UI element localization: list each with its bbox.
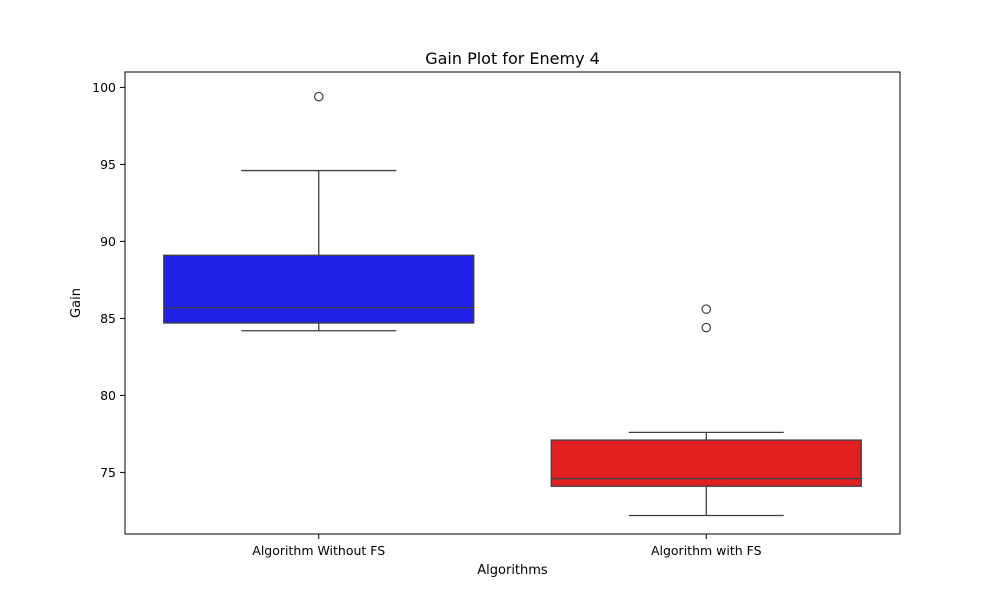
plot-frame (124, 71, 901, 535)
outlier-point (701, 304, 712, 314)
y-tick-label: 85 (100, 311, 116, 326)
box-group (163, 91, 475, 332)
y-tick-label: 90 (100, 234, 116, 249)
y-tick-label: 80 (100, 388, 116, 403)
box-group (550, 304, 862, 517)
plot-area (163, 91, 862, 517)
x-axis-label: Algorithms (477, 563, 548, 578)
x-tick-label: Algorithm Without FS (252, 543, 385, 558)
y-tick-label: 95 (100, 157, 116, 172)
y-tick-label: 100 (92, 80, 116, 95)
box-iqr (550, 439, 862, 487)
box-iqr (163, 254, 475, 324)
y-axis-label: Gain (69, 288, 84, 318)
outlier-point (701, 322, 712, 333)
y-tick-label: 75 (100, 465, 116, 480)
x-tick-label: Algorithm with FS (651, 543, 762, 558)
chart-title: Gain Plot for Enemy 4 (425, 49, 600, 68)
outlier-point (313, 91, 324, 102)
